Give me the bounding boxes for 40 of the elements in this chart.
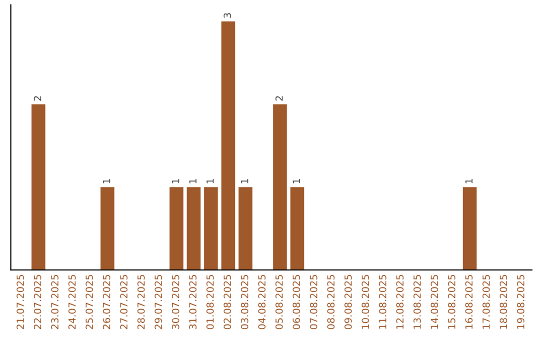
x-tick-label: 11.08.2025: [378, 274, 386, 329]
x-tick-label: 31.07.2025: [189, 274, 197, 330]
x-tick-label: 07.08.2025: [310, 274, 318, 330]
data-label: 3: [224, 13, 232, 18]
x-tick-label: 01.08.2025: [206, 274, 214, 330]
data-label: 1: [103, 179, 110, 184]
x-tick-label: 19.08.2025: [517, 274, 524, 329]
data-label: 1: [292, 179, 300, 184]
x-tick-label: 25.07.2025: [86, 274, 93, 330]
x-tick-label: 13.08.2025: [413, 274, 421, 329]
x-tick-label: 12.08.2025: [396, 274, 404, 329]
data-label: 1: [465, 179, 472, 184]
data-label: 1: [172, 179, 180, 184]
x-tick-label: 08.08.2025: [327, 274, 335, 330]
x-tick-label: 28.07.2025: [137, 274, 145, 330]
x-tick-label: 16.08.2025: [465, 274, 473, 329]
x-tick-label: 02.08.2025: [224, 274, 232, 330]
x-tick-label: 09.08.2025: [344, 274, 352, 330]
data-label: 1: [241, 179, 248, 184]
data-label: 1: [189, 179, 196, 184]
x-tick-label: 26.07.2025: [102, 274, 110, 330]
x-tick-label: 14.08.2025: [430, 274, 438, 329]
x-tick-label: 04.08.2025: [258, 274, 266, 330]
x-tick-label: 29.07.2025: [154, 274, 162, 330]
x-tick-label: 05.08.2025: [275, 274, 283, 330]
x-tick-label: 24.07.2025: [68, 274, 76, 330]
x-tick-label: 03.08.2025: [240, 274, 248, 330]
x-tick-label: 10.08.2025: [362, 274, 370, 329]
x-tick-label: 27.07.2025: [120, 274, 128, 330]
x-tick-label: 15.08.2025: [448, 274, 456, 329]
data-label: 1: [206, 179, 214, 184]
x-tick-label: 17.08.2025: [482, 274, 490, 329]
x-tick-label: 18.08.2025: [500, 274, 508, 329]
x-tick-label: 30.07.2025: [172, 274, 180, 330]
x-tick-label: 23.07.2025: [51, 274, 58, 330]
x-tick-label: 22.07.2025: [34, 274, 42, 330]
x-tick-label: 21.07.2025: [16, 274, 24, 330]
x-tick-label: 06.08.2025: [292, 274, 300, 330]
data-label: 2: [275, 96, 283, 101]
data-label: 2: [34, 96, 42, 101]
